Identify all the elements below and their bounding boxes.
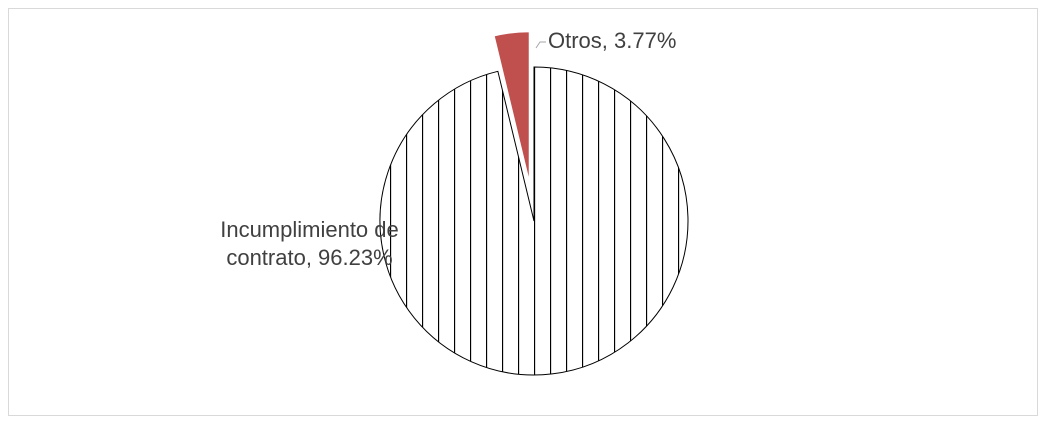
pie-slice — [492, 30, 531, 186]
pie-slice — [379, 66, 689, 376]
leader-line — [535, 41, 546, 49]
data-label: Otros, 3.77% — [548, 28, 676, 53]
data-label: Incumplimiento de contrato, 96.23% — [220, 217, 399, 270]
